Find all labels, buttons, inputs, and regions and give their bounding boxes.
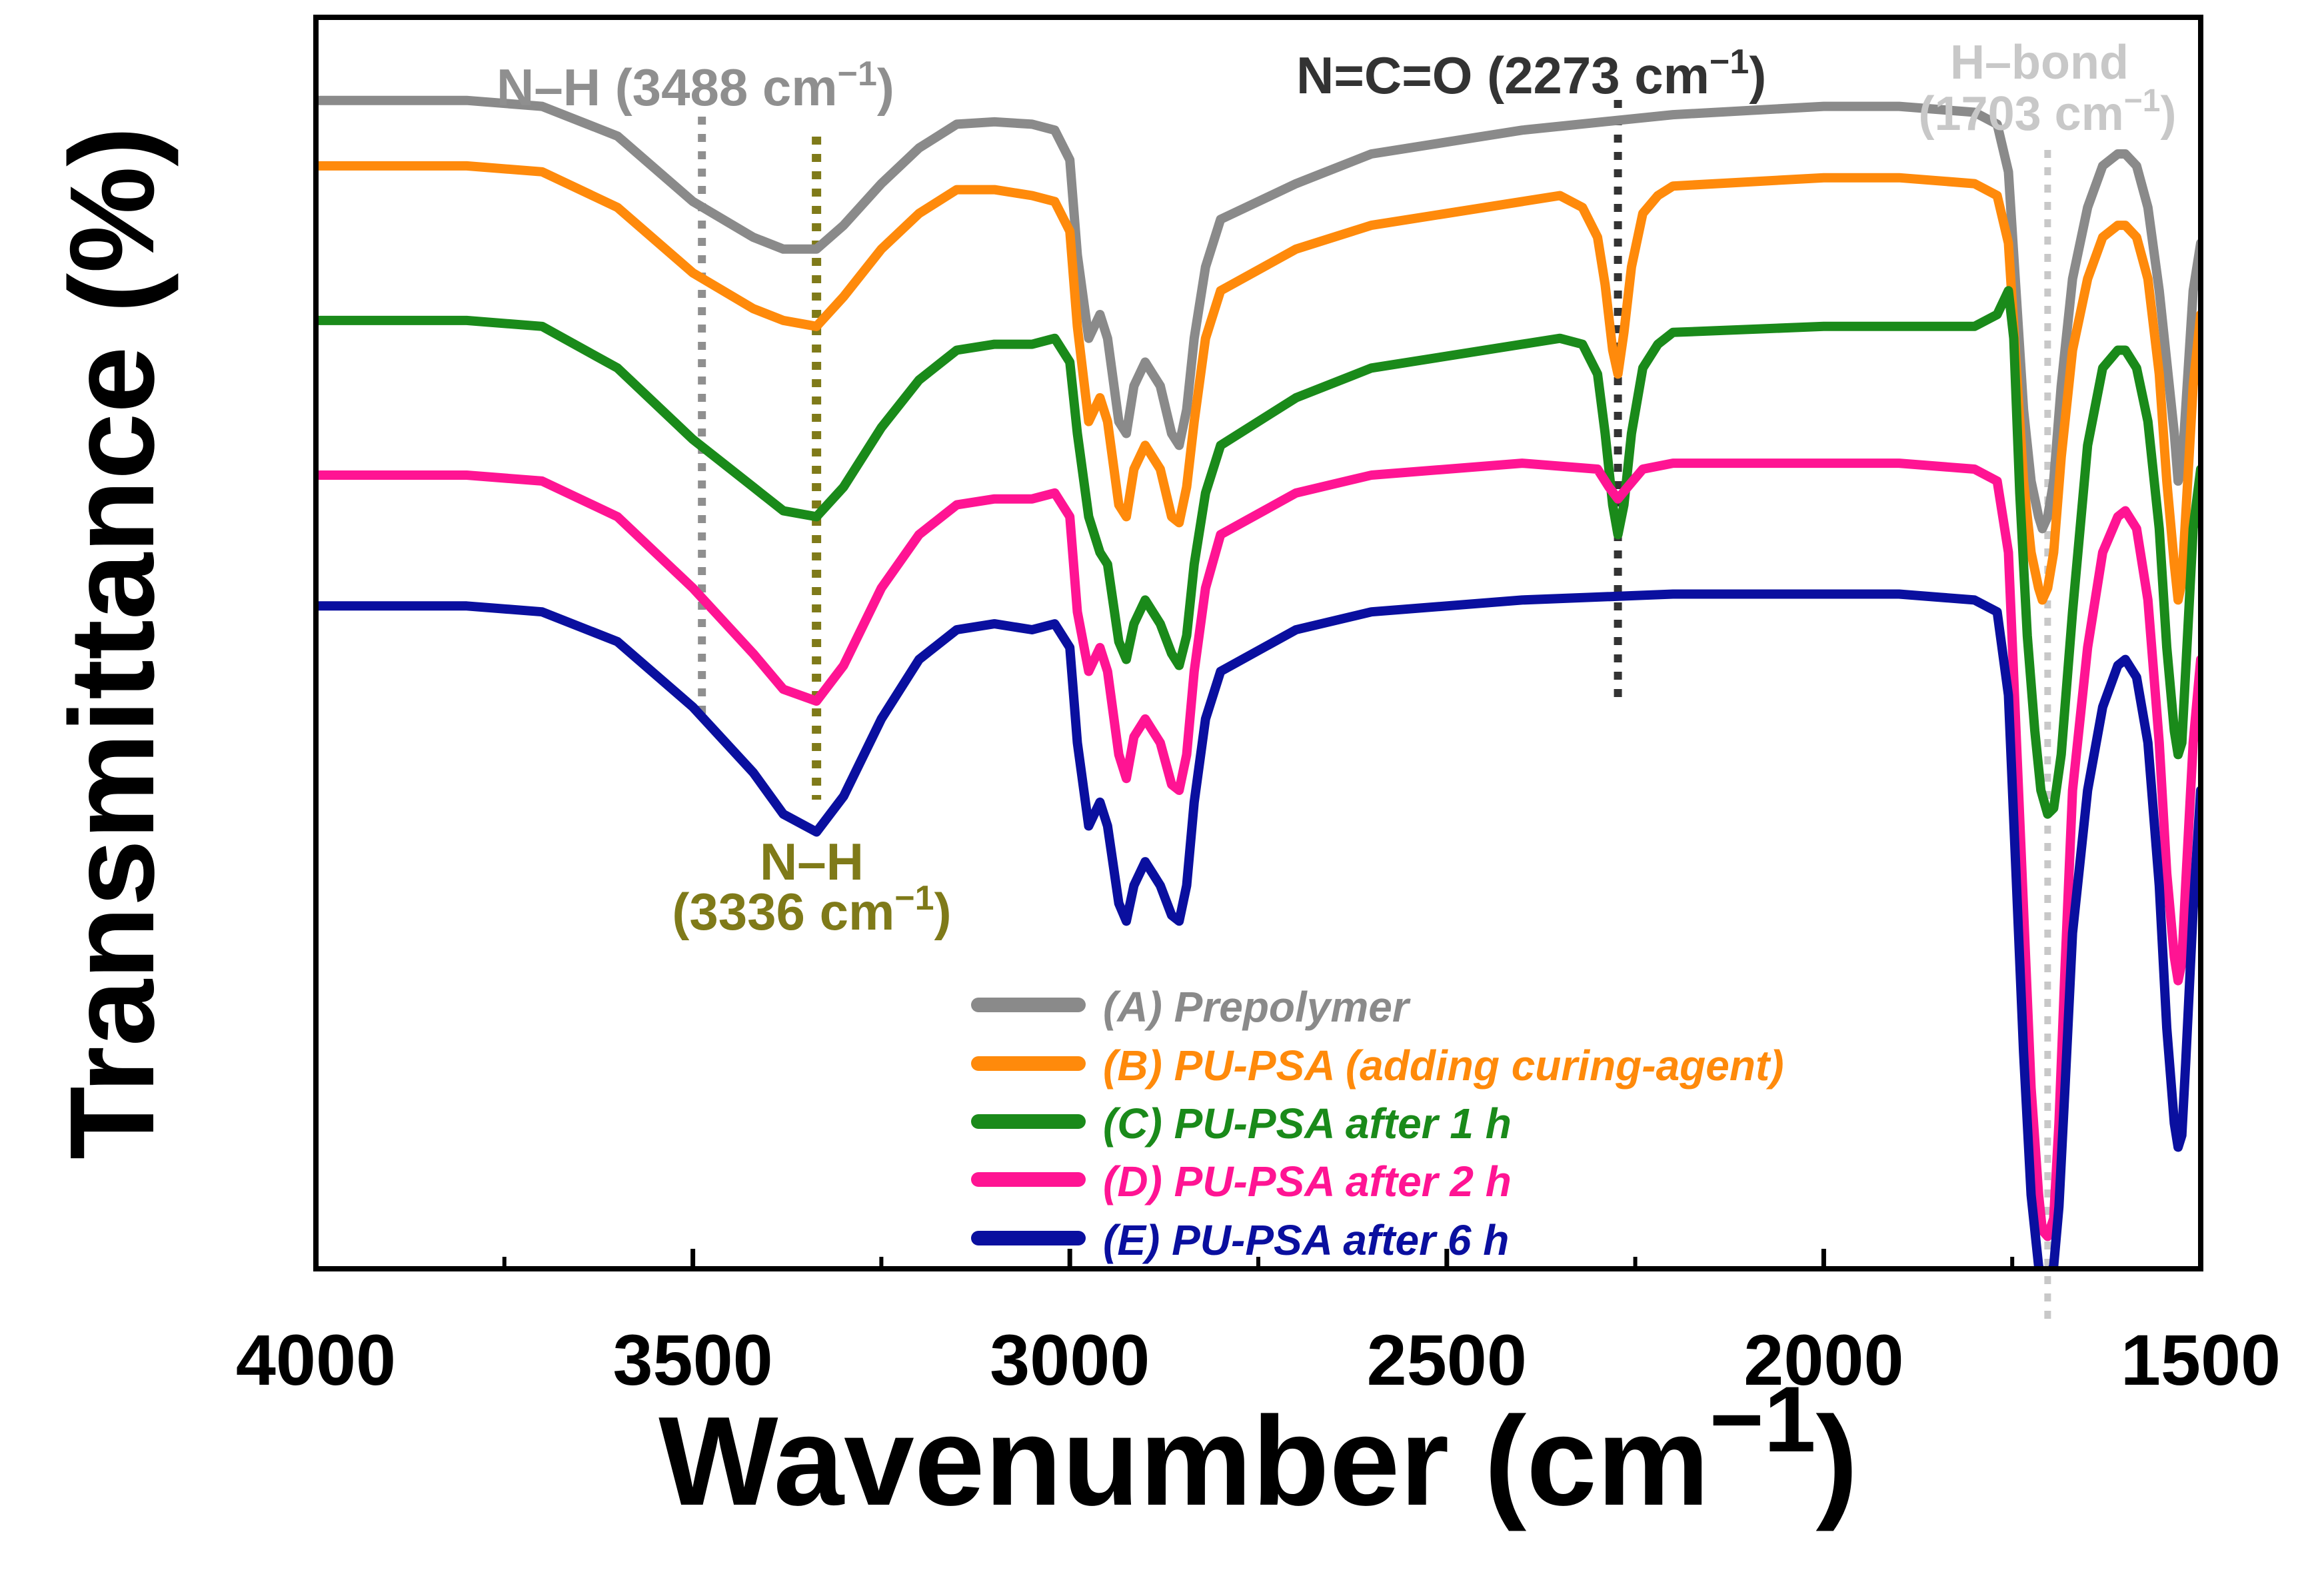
series-line-3 [316,286,2201,819]
series-line-1 [316,95,2201,534]
annotation-nco-2273: N=C=O (2273 cm−1) [1296,43,1766,105]
x-axis-title-close: ) [1816,1391,1858,1532]
series-line-4 [316,458,2201,1241]
legend-label-1: (A) Prepolymer [1103,983,1411,1031]
x-axis-title-text: Wavenumber (cm [658,1391,1710,1532]
legend-label-3: (C) PU-PSA after 1 h [1103,1100,1512,1148]
series-line-5 [316,589,2201,1269]
legend-label-2: (B) PU-PSA (adding curing-agent) [1103,1042,1784,1090]
x-tick-label: 3000 [990,1319,1150,1400]
annotation-hbond-1703-line2: (1703 cm−1) [1919,83,2177,141]
x-axis-ticks: 4000 3500 3000 2500 2000 1500 [236,1249,2281,1400]
y-axis-title: Transmittance (%) [45,127,179,1160]
x-axis-title: Wavenumber (cm−1) [658,1367,1858,1532]
spectra-series [316,95,2201,1269]
annotation-hbond-1703: H–bond [1950,36,2129,89]
x-tick-label: 1500 [2121,1319,2281,1400]
x-tick-label: 2000 [1743,1319,1903,1400]
x-tick-label: 2500 [1367,1319,1527,1400]
peak-annotations: N–H (3488 cm−1) N–H(3336 cm−1) N=C=O (2273… [497,36,2176,941]
series-line-2 [316,161,2201,605]
annotation-nh-3488: N–H (3488 cm−1) [497,55,894,117]
annotation-nh-3336: N–H [760,832,864,891]
legend-label-4: (D) PU-PSA after 2 h [1103,1158,1512,1205]
x-axis-title-sup: −1 [1710,1367,1816,1471]
legend: (A) Prepolymer (B) PU-PSA (adding curing-… [971,983,1784,1264]
x-tick-label: 4000 [236,1319,396,1400]
legend-label-5: (E) PU-PSA after 6 h [1103,1216,1509,1264]
annotation-nh-3336-line2: (3336 cm−1) [672,879,951,941]
x-tick-label: 3500 [612,1319,772,1400]
